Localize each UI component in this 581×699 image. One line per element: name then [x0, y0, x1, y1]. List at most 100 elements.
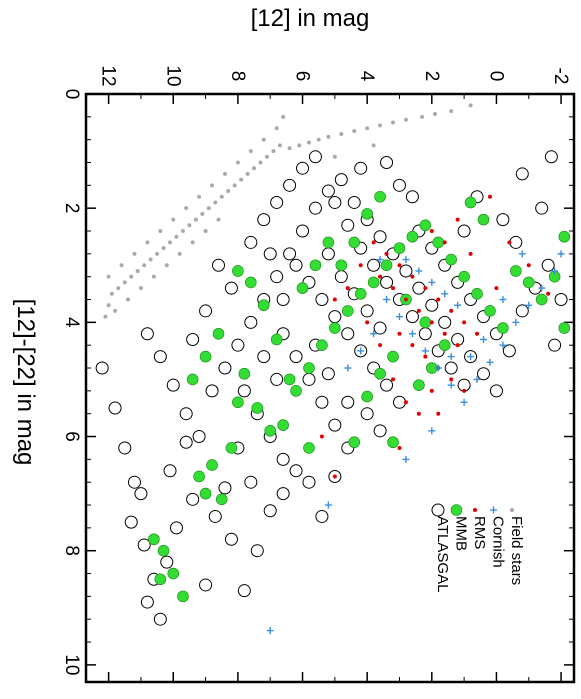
data-point — [438, 315, 452, 329]
data-point — [471, 288, 483, 300]
data-point — [376, 256, 384, 264]
data-point — [367, 258, 381, 272]
legend-marker — [490, 506, 497, 514]
data-point — [551, 267, 559, 275]
data-point — [438, 339, 451, 351]
legend-label: ATLASGAL — [434, 516, 451, 592]
data-point — [148, 257, 153, 262]
data-point — [309, 259, 322, 272]
data-point — [148, 533, 160, 546]
data-point — [245, 171, 250, 176]
data-point — [219, 194, 224, 199]
data-point — [380, 259, 393, 272]
data-point — [245, 276, 257, 289]
data-point — [119, 263, 124, 268]
data-point — [405, 190, 419, 204]
data-point — [361, 208, 373, 220]
data-point — [332, 474, 337, 479]
data-point — [290, 385, 302, 397]
data-point — [258, 160, 263, 165]
data-point — [391, 286, 396, 291]
data-point — [151, 274, 156, 279]
x-tick-label: 4 — [356, 71, 377, 82]
data-point — [140, 595, 154, 609]
data-point — [467, 353, 475, 361]
data-point — [403, 400, 408, 405]
data-point — [535, 201, 549, 215]
data-point — [436, 297, 441, 302]
data-point — [155, 251, 160, 256]
data-point — [387, 436, 399, 449]
data-point — [122, 280, 127, 285]
data-point — [397, 331, 402, 336]
data-point — [341, 305, 354, 317]
data-point — [380, 156, 394, 170]
data-point — [489, 384, 503, 398]
data-point — [354, 344, 368, 358]
data-point — [348, 436, 361, 449]
data-point — [429, 388, 434, 393]
data-point — [468, 251, 473, 256]
data-point — [462, 388, 467, 393]
data-point — [276, 452, 290, 466]
data-point — [296, 282, 309, 294]
data-point — [116, 286, 121, 291]
data-point — [190, 240, 195, 245]
data-point — [348, 236, 361, 249]
data-point — [423, 286, 428, 291]
data-point — [380, 275, 394, 289]
data-point — [378, 274, 383, 279]
data-point — [199, 304, 213, 318]
data-point — [397, 263, 402, 268]
y-tick-label: 6 — [61, 431, 82, 442]
x-tick-label: 6 — [292, 71, 313, 82]
data-point — [277, 419, 289, 431]
data-point — [108, 401, 122, 415]
data-point — [326, 134, 331, 139]
data-point — [433, 111, 438, 116]
data-point — [302, 372, 316, 386]
data-point — [518, 250, 526, 258]
data-point — [319, 434, 324, 439]
data-point — [403, 117, 408, 122]
data-point — [410, 343, 415, 348]
data-point — [512, 318, 520, 326]
data-point — [442, 331, 447, 336]
data-point — [321, 247, 335, 261]
data-point — [163, 464, 177, 478]
data-point — [225, 442, 238, 454]
data-point — [248, 149, 253, 154]
data-point — [157, 544, 170, 557]
data-point — [200, 211, 205, 216]
data-point — [447, 381, 455, 389]
data-point — [134, 487, 148, 501]
data-point — [212, 258, 226, 272]
data-point — [103, 314, 108, 319]
data-point — [205, 384, 219, 398]
data-point — [264, 425, 277, 437]
data-point — [525, 301, 533, 309]
data-point — [429, 320, 434, 325]
data-point — [392, 178, 406, 192]
series-rms — [319, 194, 551, 479]
data-point — [129, 274, 134, 279]
data-point — [347, 195, 361, 209]
data-point — [281, 114, 286, 119]
data-point — [494, 286, 499, 291]
data-point — [416, 308, 421, 313]
data-point — [487, 194, 492, 199]
data-point — [515, 304, 529, 318]
data-point — [283, 178, 297, 192]
data-point — [515, 167, 529, 181]
data-point — [124, 515, 138, 529]
data-point — [218, 481, 232, 495]
data-point — [449, 109, 454, 114]
data-point — [395, 313, 403, 321]
data-point — [216, 217, 221, 222]
data-point — [180, 229, 185, 234]
series-mmb — [148, 190, 571, 603]
data-point — [410, 274, 415, 279]
